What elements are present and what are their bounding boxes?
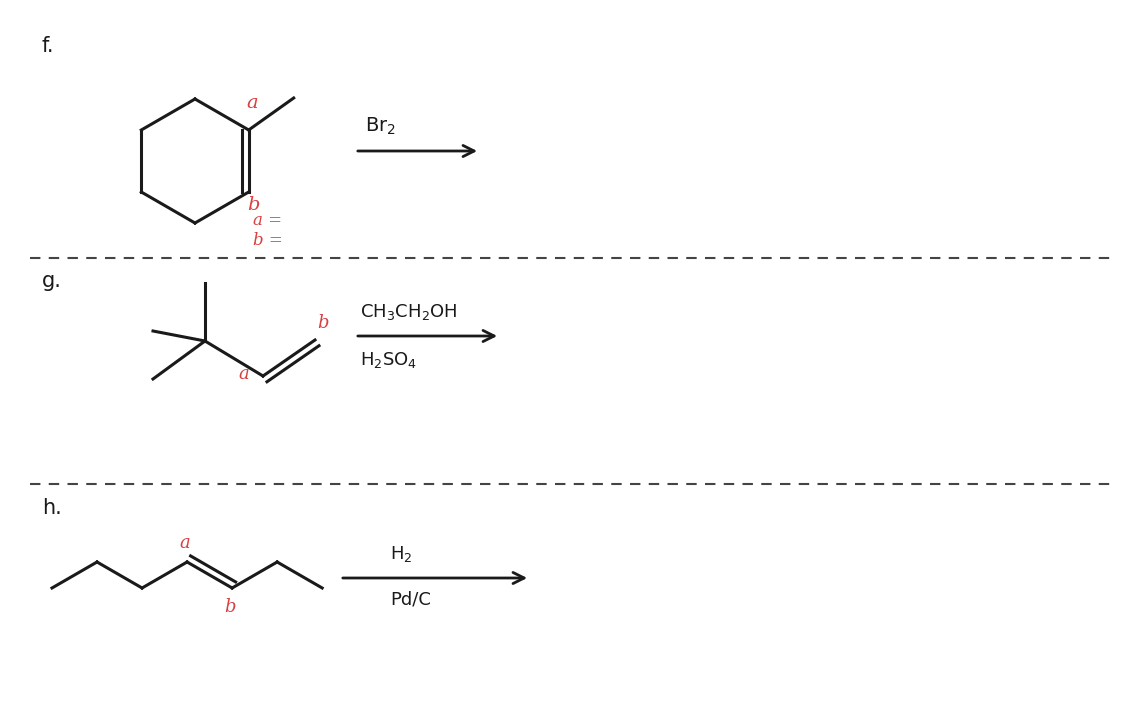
Text: f.: f. [42,36,55,56]
Text: b: b [225,598,236,616]
Text: a: a [238,365,249,383]
Text: H$_2$: H$_2$ [390,544,413,564]
Text: CH$_3$CH$_2$OH: CH$_3$CH$_2$OH [360,302,457,322]
Text: a =: a = [253,212,282,229]
Text: a: a [180,534,190,552]
Text: g.: g. [42,271,62,291]
Text: b =: b = [253,232,283,249]
Text: H$_2$SO$_4$: H$_2$SO$_4$ [360,350,417,370]
Text: h.: h. [42,498,62,518]
Text: Pd/C: Pd/C [390,590,431,608]
Text: b: b [246,196,259,214]
Text: Br$_2$: Br$_2$ [365,115,396,137]
Text: a: a [246,94,259,112]
Text: b: b [317,314,328,332]
